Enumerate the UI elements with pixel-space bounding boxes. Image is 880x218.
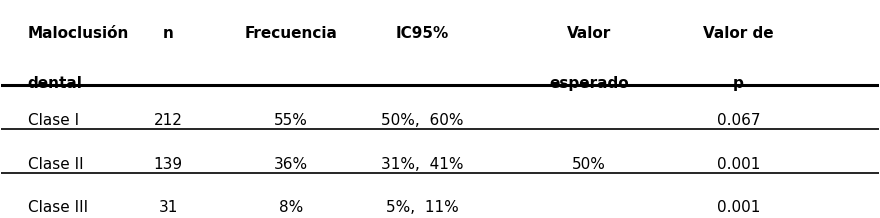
Text: 139: 139 — [153, 157, 183, 172]
Text: Frecuencia: Frecuencia — [245, 26, 337, 41]
Text: 5%,  11%: 5%, 11% — [386, 200, 458, 215]
Text: 50%: 50% — [572, 157, 606, 172]
Text: Valor: Valor — [567, 26, 612, 41]
Text: dental: dental — [27, 76, 83, 91]
Text: 31: 31 — [158, 200, 178, 215]
Text: 0.001: 0.001 — [716, 157, 760, 172]
Text: 55%: 55% — [274, 113, 308, 128]
Text: Clase III: Clase III — [27, 200, 88, 215]
Text: Maloclusión: Maloclusión — [27, 26, 129, 41]
Text: 36%: 36% — [274, 157, 308, 172]
Text: Clase I: Clase I — [27, 113, 79, 128]
Text: 50%,  60%: 50%, 60% — [381, 113, 464, 128]
Text: 0.001: 0.001 — [716, 200, 760, 215]
Text: Clase II: Clase II — [27, 157, 84, 172]
Text: 8%: 8% — [279, 200, 303, 215]
Text: Valor de: Valor de — [703, 26, 774, 41]
Text: IC95%: IC95% — [396, 26, 449, 41]
Text: 31%,  41%: 31%, 41% — [381, 157, 464, 172]
Text: esperado: esperado — [549, 76, 629, 91]
Text: 212: 212 — [154, 113, 182, 128]
Text: n: n — [163, 26, 173, 41]
Text: 0.067: 0.067 — [716, 113, 760, 128]
Text: p: p — [733, 76, 744, 91]
